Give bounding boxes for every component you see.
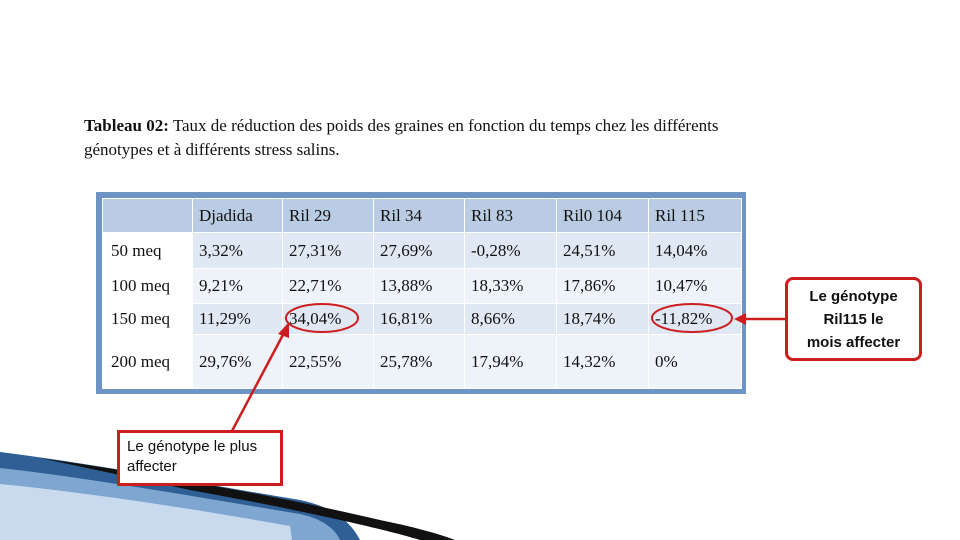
header-cell: Ril0 104 (556, 198, 649, 233)
header-cell: Ril 34 (373, 198, 465, 233)
annotation-line: mois affecter (806, 334, 901, 351)
table-cell: 22,55% (282, 334, 374, 389)
table-cell: 16,81% (373, 303, 465, 335)
row-label: 50 meq (102, 232, 193, 269)
table-cell: 3,32% (192, 232, 283, 269)
row-label: 150 meq (102, 303, 193, 335)
table-cell: 27,31% (282, 232, 374, 269)
header-cell: Ril 29 (282, 198, 374, 233)
table-row: 150 meq 11,29% 34,04% 16,81% 8,66% 18,74… (102, 303, 742, 335)
caption-label: Tableau 02: (84, 116, 169, 135)
caption-text: Taux de réduction des poids des graines … (84, 116, 719, 159)
table-cell: 34,04% (282, 303, 374, 335)
table-header-row: Djadida Ril 29 Ril 34 Ril 83 Ril0 104 Ri… (102, 198, 742, 233)
table-cell: 17,94% (464, 334, 557, 389)
row-label: 100 meq (102, 268, 193, 304)
annotation-box-least-affected: Le génotype Ril115 le mois affecter (785, 277, 922, 361)
annotation-box-most-affected: Le génotype le plus affecter (117, 430, 283, 486)
table-cell: 17,86% (556, 268, 649, 304)
annotation-line: Le génotype (809, 288, 898, 305)
header-cell: Ril 115 (648, 198, 742, 233)
table-row: 200 meq 29,76% 22,55% 25,78% 17,94% 14,3… (102, 334, 742, 389)
table-cell: 11,29% (192, 303, 283, 335)
table-cell: 13,88% (373, 268, 465, 304)
table-cell: 24,51% (556, 232, 649, 269)
header-cell-empty (102, 198, 193, 233)
table-cell: 0% (648, 334, 742, 389)
table-cell: 29,76% (192, 334, 283, 389)
header-cell: Djadida (192, 198, 283, 233)
table-cell: 14,32% (556, 334, 649, 389)
table-cell: 27,69% (373, 232, 465, 269)
table-cell: 25,78% (373, 334, 465, 389)
annotation-line: Ril115 le (823, 311, 884, 328)
table-cell: 10,47% (648, 268, 742, 304)
table-cell: 8,66% (464, 303, 557, 335)
row-label: 200 meq (102, 334, 193, 389)
table-cell: 18,33% (464, 268, 557, 304)
header-cell: Ril 83 (464, 198, 557, 233)
table-cell: -0,28% (464, 232, 557, 269)
table-row: 100 meq 9,21% 22,71% 13,88% 18,33% 17,86… (102, 268, 742, 304)
table-caption: Tableau 02: Taux de réduction des poids … (84, 114, 784, 162)
table-cell: 9,21% (192, 268, 283, 304)
table-cell: 14,04% (648, 232, 742, 269)
table-cell: -11,82% (648, 303, 742, 335)
table-cell: 22,71% (282, 268, 374, 304)
data-table: Djadida Ril 29 Ril 34 Ril 83 Ril0 104 Ri… (102, 198, 742, 389)
table-cell: 18,74% (556, 303, 649, 335)
table-row: 50 meq 3,32% 27,31% 27,69% -0,28% 24,51%… (102, 232, 742, 269)
